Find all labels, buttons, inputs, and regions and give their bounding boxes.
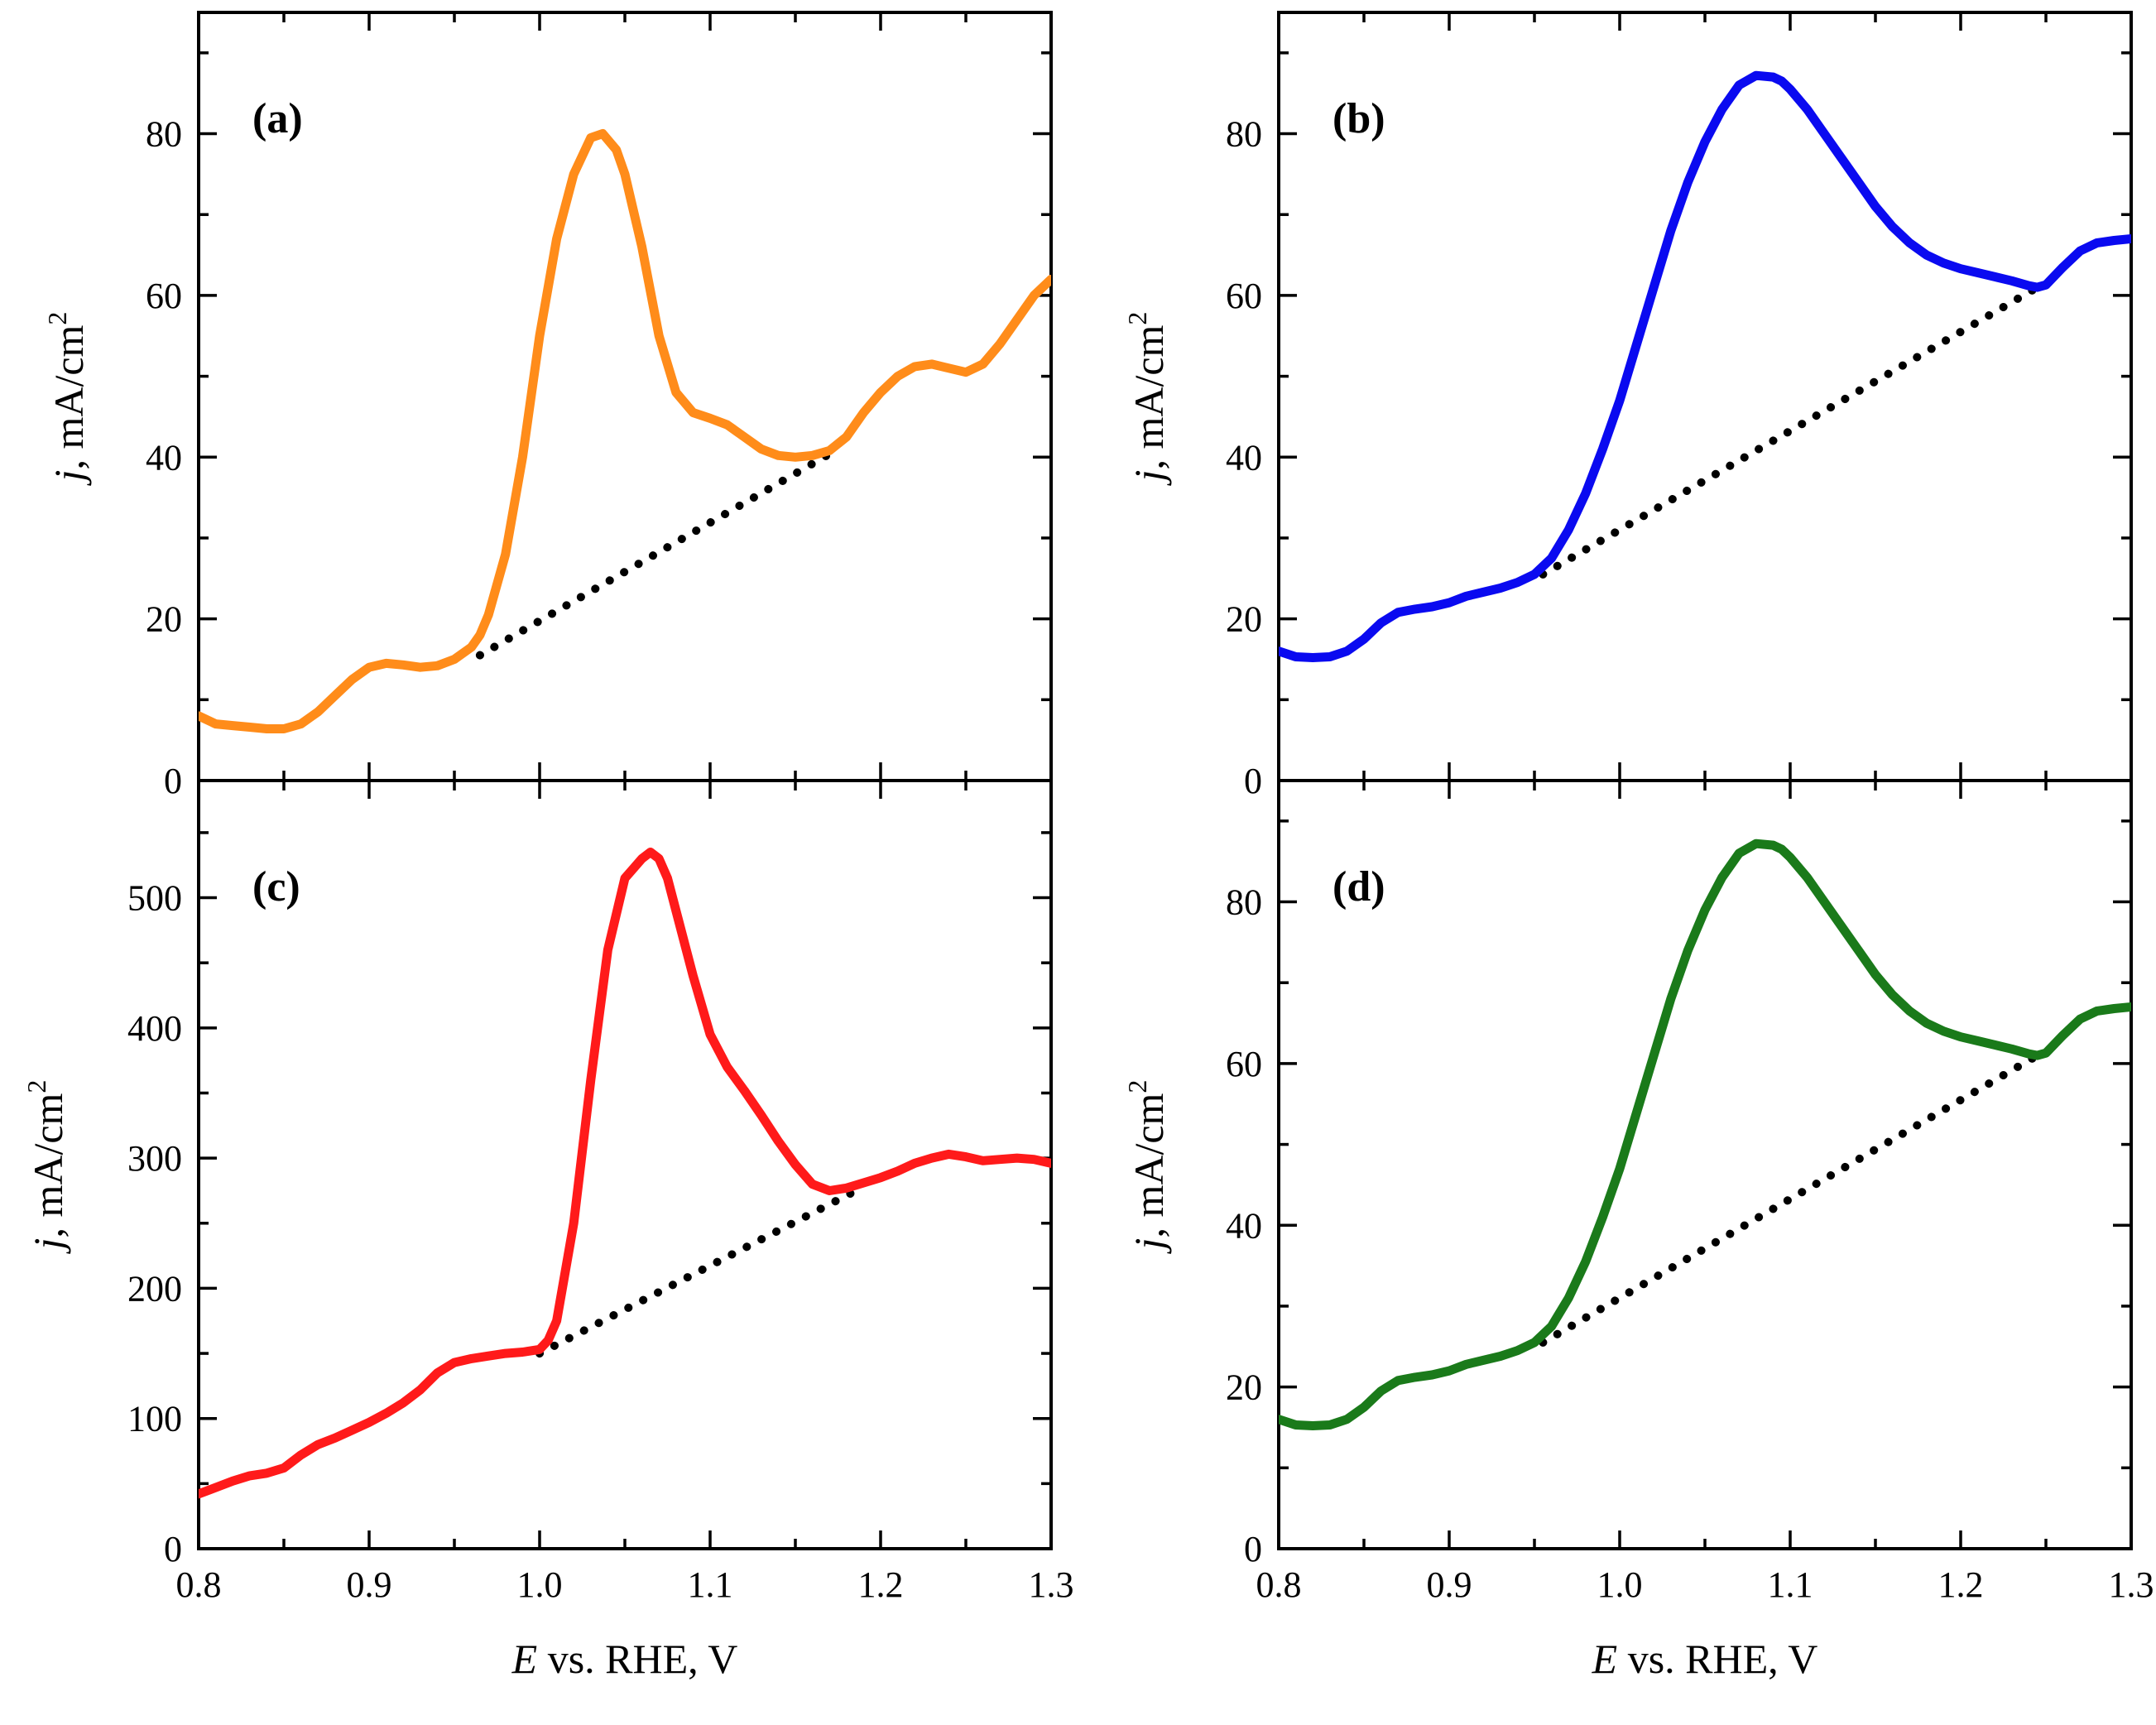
y-axis-unit-c: , mA/cm xyxy=(25,1093,71,1237)
panel-label-a: (a) xyxy=(252,95,303,142)
y-axis-symbol-c: j xyxy=(25,1238,71,1255)
y-axis-superscript-b: 2 xyxy=(1122,312,1152,325)
x-axis-symbol-c: E xyxy=(511,1636,538,1682)
y-tick-label-b: 60 xyxy=(1226,276,1262,316)
y-axis-title-b: j, mA/cm2 xyxy=(1122,312,1172,487)
y-tick-label-d: 20 xyxy=(1226,1367,1262,1408)
y-tick-label-c: 200 xyxy=(127,1268,182,1309)
plot-frame-b xyxy=(1277,11,2133,782)
baseline-dotted-line-a xyxy=(475,444,843,660)
x-axis-title-c: E vs. RHE, V xyxy=(511,1636,738,1682)
panel-label-d: (d) xyxy=(1332,863,1385,911)
y-axis-unit-b: , mA/cm xyxy=(1126,324,1172,469)
x-axis-unit-c: vs. RHE, V xyxy=(537,1636,737,1682)
baseline-dotted-line-c xyxy=(535,1182,868,1358)
panel-a: 0 20 40 60 80 j, mA/cm2 (a) xyxy=(42,11,1053,801)
y-tick-label-d: 40 xyxy=(1226,1205,1262,1246)
panel-c: 0 100 200 300 400 500 0.8 0.9 1.0 1.1 1.2 1.3 E vs. … xyxy=(22,779,1074,1682)
x-tick-label-d: 0.9 xyxy=(1427,1564,1472,1605)
series-line-d-current xyxy=(1279,838,2131,1430)
y-tick-label-c: 500 xyxy=(127,878,182,919)
y-tick-label-d: 80 xyxy=(1226,882,1262,923)
x-tick-label-d: 1.3 xyxy=(2109,1564,2154,1605)
y-tick-label-c: 400 xyxy=(127,1008,182,1049)
y-tick-label-d: 0 xyxy=(1244,1529,1262,1569)
y-tick-label-c: 0 xyxy=(164,1529,182,1569)
y-tick-label-a: 0 xyxy=(164,761,182,801)
y-axis-symbol-b: j xyxy=(1126,470,1172,487)
y-tick-label-a: 40 xyxy=(146,437,182,478)
y-axis-title-c: j, mA/cm2 xyxy=(22,1080,71,1255)
y-tick-label-b: 80 xyxy=(1226,114,1262,155)
y-tick-label-a: 20 xyxy=(146,599,182,640)
y-tick-label-c: 100 xyxy=(127,1399,182,1439)
x-tick-label-c: 1.1 xyxy=(688,1564,733,1605)
series-line-a-current xyxy=(199,129,1051,733)
x-tick-label-c: 0.9 xyxy=(347,1564,392,1605)
x-tick-label-c: 1.2 xyxy=(858,1564,904,1605)
plot-frame-a xyxy=(197,11,1053,782)
y-axis-superscript-d: 2 xyxy=(1122,1080,1152,1093)
series-line-c-current xyxy=(199,848,1051,1499)
y-axis-unit-a: , mA/cm xyxy=(46,324,92,469)
baseline-dotted-line-d xyxy=(1539,1051,2042,1347)
y-axis-unit-d: , mA/cm xyxy=(1126,1093,1172,1237)
y-tick-label-b: 0 xyxy=(1244,761,1262,801)
y-axis-symbol-d: j xyxy=(1126,1238,1172,1255)
y-tick-label-c: 300 xyxy=(127,1138,182,1179)
x-axis-unit-d: vs. RHE, V xyxy=(1617,1636,1817,1682)
x-tick-label-c: 1.3 xyxy=(1029,1564,1074,1605)
y-tick-label-b: 40 xyxy=(1226,437,1262,478)
baseline-dotted-line-b xyxy=(1539,283,2042,579)
y-tick-label-a: 80 xyxy=(146,114,182,155)
x-tick-label-d: 1.1 xyxy=(1768,1564,1813,1605)
x-axis-symbol-d: E xyxy=(1592,1636,1618,1682)
y-tick-label-b: 20 xyxy=(1226,599,1262,640)
x-tick-label-d: 1.2 xyxy=(1938,1564,1984,1605)
panel-label-c: (c) xyxy=(252,863,300,911)
x-tick-label-c: 1.0 xyxy=(517,1564,563,1605)
panel-d: 0 20 40 60 80 0.8 0.9 1.0 1.1 1.2 1.3 E vs. RHE, V j… xyxy=(1122,779,2154,1682)
series-line-b-current xyxy=(1279,70,2131,662)
y-tick-label-d: 60 xyxy=(1226,1044,1262,1084)
x-tick-label-c: 0.8 xyxy=(176,1564,222,1605)
plot-frame-d xyxy=(1277,779,2133,1550)
y-tick-label-a: 60 xyxy=(146,276,182,316)
y-axis-superscript-c: 2 xyxy=(22,1080,51,1093)
panel-b: 0 20 40 60 80 j, mA/cm2 (b) xyxy=(1122,11,2133,801)
y-axis-symbol-a: j xyxy=(46,470,92,487)
y-axis-superscript-a: 2 xyxy=(42,312,72,325)
panel-label-b: (b) xyxy=(1332,95,1385,142)
x-tick-label-d: 1.0 xyxy=(1597,1564,1643,1605)
y-axis-title-a: j, mA/cm2 xyxy=(42,312,92,487)
y-axis-title-d: j, mA/cm2 xyxy=(1122,1080,1172,1255)
x-axis-title-d: E vs. RHE, V xyxy=(1592,1636,1818,1682)
x-tick-label-d: 0.8 xyxy=(1256,1564,1302,1605)
